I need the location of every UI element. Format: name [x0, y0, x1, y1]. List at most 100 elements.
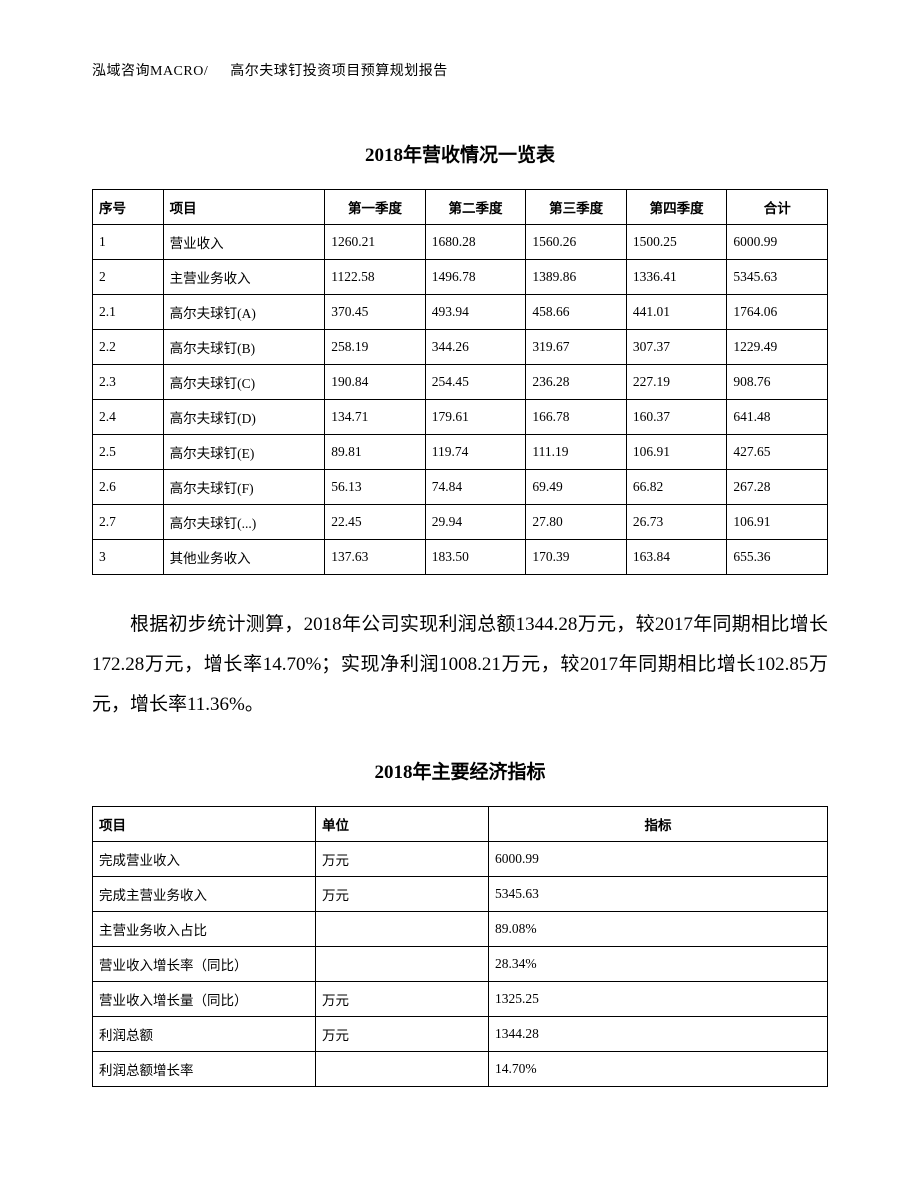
- table-cell: 258.19: [325, 330, 426, 365]
- table-cell: 137.63: [325, 540, 426, 575]
- col-q4: 第四季度: [626, 190, 727, 225]
- table2-body: 完成营业收入万元6000.99完成主营业务收入万元5345.63主营业务收入占比…: [93, 841, 828, 1086]
- table-cell: 267.28: [727, 470, 828, 505]
- revenue-table: 序号 项目 第一季度 第二季度 第三季度 第四季度 合计 1营业收入1260.2…: [92, 189, 828, 575]
- table1-title: 2018年营收情况一览表: [92, 140, 828, 167]
- table-cell: 908.76: [727, 365, 828, 400]
- table-cell: 160.37: [626, 400, 727, 435]
- col-q2: 第二季度: [425, 190, 526, 225]
- table-cell: 441.01: [626, 295, 727, 330]
- table-row: 3其他业务收入137.63183.50170.39163.84655.36: [93, 540, 828, 575]
- table-cell: 1680.28: [425, 225, 526, 260]
- table-row: 2.2高尔夫球钉(B)258.19344.26319.67307.371229.…: [93, 330, 828, 365]
- table-row: 利润总额增长率 14.70%: [93, 1051, 828, 1086]
- table-cell: 5345.63: [727, 260, 828, 295]
- table-cell: 万元: [316, 841, 489, 876]
- table-cell: 29.94: [425, 505, 526, 540]
- header-title: 高尔夫球钉投资项目预算规划报告: [230, 60, 448, 80]
- table-row: 完成营业收入万元6000.99: [93, 841, 828, 876]
- table-cell: 高尔夫球钉(E): [163, 435, 325, 470]
- table-cell: [316, 911, 489, 946]
- table-cell: 170.39: [526, 540, 627, 575]
- table-cell: 主营业务收入: [163, 260, 325, 295]
- table-cell: 163.84: [626, 540, 727, 575]
- table-row: 营业收入增长率（同比）28.34%: [93, 946, 828, 981]
- header-brand: 泓域咨询MACRO/: [92, 64, 208, 79]
- table-row: 完成主营业务收入万元5345.63: [93, 876, 828, 911]
- table-cell: 完成营业收入: [93, 841, 316, 876]
- table-cell: 2.1: [93, 295, 164, 330]
- table-cell: 236.28: [526, 365, 627, 400]
- table-cell: 万元: [316, 981, 489, 1016]
- table-cell: 166.78: [526, 400, 627, 435]
- table-cell: 万元: [316, 1016, 489, 1051]
- table-cell: 1260.21: [325, 225, 426, 260]
- table-cell: 6000.99: [727, 225, 828, 260]
- table-cell: 万元: [316, 876, 489, 911]
- table-cell: 89.81: [325, 435, 426, 470]
- economic-indicators-table: 项目 单位 指标 完成营业收入万元6000.99完成主营业务收入万元5345.6…: [92, 806, 828, 1087]
- table-row: 营业收入增长量（同比）万元1325.25: [93, 981, 828, 1016]
- table-cell: 2.2: [93, 330, 164, 365]
- table-cell: 1336.41: [626, 260, 727, 295]
- table-cell: 370.45: [325, 295, 426, 330]
- col-unit: 单位: [316, 806, 489, 841]
- col-metric: 指标: [489, 806, 828, 841]
- table2-title: 2018年主要经济指标: [92, 757, 828, 784]
- table-row: 2.3高尔夫球钉(C)190.84254.45236.28227.19908.7…: [93, 365, 828, 400]
- table-cell: 111.19: [526, 435, 627, 470]
- table2-header-row: 项目 单位 指标: [93, 806, 828, 841]
- table-cell: 2: [93, 260, 164, 295]
- table-cell: 1764.06: [727, 295, 828, 330]
- col-seq: 序号: [93, 190, 164, 225]
- table-cell: 69.49: [526, 470, 627, 505]
- table-cell: 2.3: [93, 365, 164, 400]
- table-row: 2.5高尔夫球钉(E)89.81119.74111.19106.91427.65: [93, 435, 828, 470]
- col-item2: 项目: [93, 806, 316, 841]
- table-cell: 22.45: [325, 505, 426, 540]
- table-cell: 14.70%: [489, 1051, 828, 1086]
- table-cell: 高尔夫球钉(A): [163, 295, 325, 330]
- table-cell: 179.61: [425, 400, 526, 435]
- table-cell: 134.71: [325, 400, 426, 435]
- table-cell: 2.4: [93, 400, 164, 435]
- col-total: 合计: [727, 190, 828, 225]
- table-row: 2.1高尔夫球钉(A)370.45493.94458.66441.011764.…: [93, 295, 828, 330]
- table-cell: 2.5: [93, 435, 164, 470]
- table1-body: 1营业收入1260.211680.281560.261500.256000.99…: [93, 225, 828, 575]
- table-cell: 190.84: [325, 365, 426, 400]
- table-cell: 高尔夫球钉(B): [163, 330, 325, 365]
- table-cell: 641.48: [727, 400, 828, 435]
- table-cell: 1344.28: [489, 1016, 828, 1051]
- table1-header-row: 序号 项目 第一季度 第二季度 第三季度 第四季度 合计: [93, 190, 828, 225]
- table-cell: 655.36: [727, 540, 828, 575]
- table-cell: 2.6: [93, 470, 164, 505]
- table-cell: 89.08%: [489, 911, 828, 946]
- table-cell: 106.91: [727, 505, 828, 540]
- table-cell: 1496.78: [425, 260, 526, 295]
- table-cell: 高尔夫球钉(...): [163, 505, 325, 540]
- table-cell: 高尔夫球钉(F): [163, 470, 325, 505]
- table-row: 2主营业务收入1122.581496.781389.861336.415345.…: [93, 260, 828, 295]
- table-cell: 458.66: [526, 295, 627, 330]
- table-cell: 227.19: [626, 365, 727, 400]
- table-row: 2.4高尔夫球钉(D)134.71179.61166.78160.37641.4…: [93, 400, 828, 435]
- col-item: 项目: [163, 190, 325, 225]
- table-row: 1营业收入1260.211680.281560.261500.256000.99: [93, 225, 828, 260]
- table-cell: 427.65: [727, 435, 828, 470]
- table-cell: 254.45: [425, 365, 526, 400]
- table-cell: 28.34%: [489, 946, 828, 981]
- table-cell: 74.84: [425, 470, 526, 505]
- table-cell: 利润总额增长率: [93, 1051, 316, 1086]
- col-q3: 第三季度: [526, 190, 627, 225]
- table-cell: 1389.86: [526, 260, 627, 295]
- table-cell: [316, 946, 489, 981]
- table-cell: 1500.25: [626, 225, 727, 260]
- document-page: 泓域咨询MACRO/ 高尔夫球钉投资项目预算规划报告 2018年营收情况一览表 …: [0, 0, 920, 1147]
- table-cell: 66.82: [626, 470, 727, 505]
- analysis-paragraph: 根据初步统计测算，2018年公司实现利润总额1344.28万元，较2017年同期…: [92, 605, 828, 725]
- table-cell: 56.13: [325, 470, 426, 505]
- table-cell: 307.37: [626, 330, 727, 365]
- table-cell: 5345.63: [489, 876, 828, 911]
- col-q1: 第一季度: [325, 190, 426, 225]
